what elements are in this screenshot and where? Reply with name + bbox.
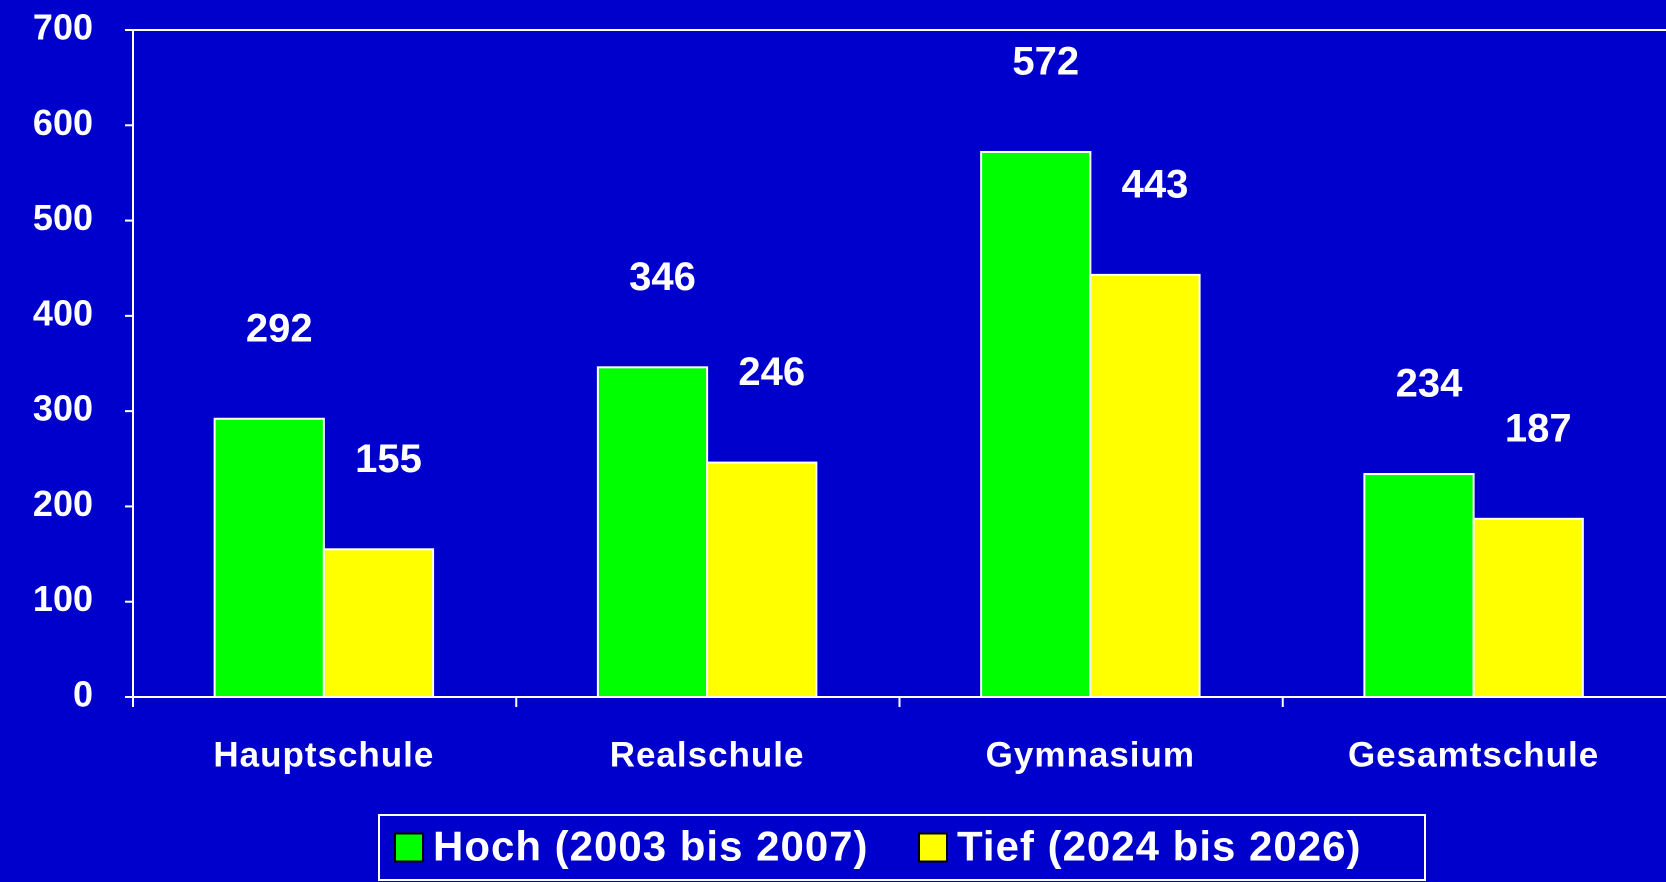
legend-box bbox=[378, 814, 1426, 881]
data-label: 155 bbox=[355, 437, 422, 481]
y-tick-label: 400 bbox=[33, 292, 93, 333]
bar bbox=[1363, 473, 1475, 698]
data-label: 572 bbox=[1012, 40, 1079, 84]
bar bbox=[980, 150, 1092, 699]
y-tick-label: 700 bbox=[33, 7, 93, 48]
bar bbox=[1089, 273, 1201, 698]
data-label: 346 bbox=[629, 255, 696, 299]
bar bbox=[1472, 517, 1584, 699]
y-tick-label: 100 bbox=[33, 578, 93, 619]
legend-label: Tief (2024 bis 2026) bbox=[957, 823, 1361, 870]
y-tick-label: 600 bbox=[33, 102, 93, 143]
data-label: 187 bbox=[1505, 406, 1572, 450]
data-label: 246 bbox=[738, 350, 805, 394]
bar bbox=[213, 417, 325, 698]
x-tick-label: Gymnasium bbox=[986, 735, 1195, 774]
y-tick-label: 0 bbox=[73, 674, 93, 715]
data-label: 234 bbox=[1396, 362, 1463, 406]
bar bbox=[596, 366, 709, 698]
data-label: 292 bbox=[246, 306, 313, 350]
y-tick-label: 300 bbox=[33, 388, 93, 429]
legend-label: Hoch (2003 bis 2007) bbox=[433, 823, 869, 870]
x-tick-label: Realschule bbox=[610, 735, 805, 774]
bar bbox=[706, 461, 818, 698]
x-tick-label: Hauptschule bbox=[213, 735, 434, 774]
bar bbox=[322, 548, 435, 698]
y-tick-label: 200 bbox=[33, 483, 93, 524]
y-tick-label: 500 bbox=[33, 197, 93, 238]
legend-swatch bbox=[918, 832, 948, 863]
legend-swatch bbox=[394, 832, 424, 863]
data-label: 443 bbox=[1122, 162, 1189, 206]
x-tick-label: Gesamtschule bbox=[1348, 735, 1599, 774]
